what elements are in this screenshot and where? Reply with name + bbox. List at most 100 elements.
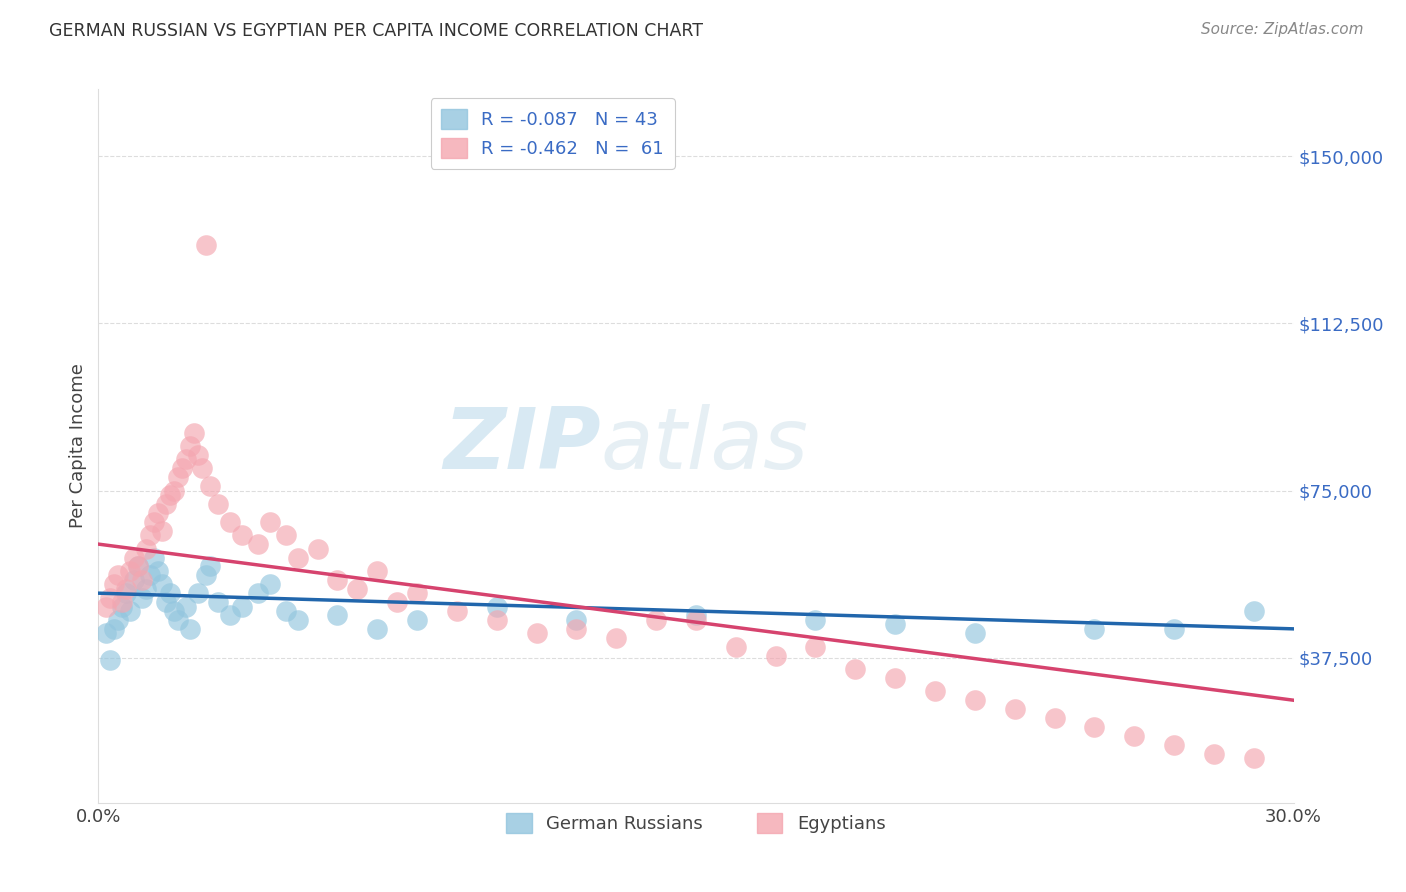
Point	[485, 613, 508, 627]
Point	[565, 613, 588, 627]
Point	[135, 582, 157, 596]
Point	[346, 582, 368, 596]
Point	[187, 586, 209, 600]
Point	[120, 604, 142, 618]
Point	[163, 483, 186, 498]
Point	[307, 541, 329, 556]
Point	[150, 524, 173, 538]
Point	[127, 559, 149, 574]
Text: atlas: atlas	[600, 404, 808, 488]
Point	[366, 564, 388, 578]
Point	[963, 693, 986, 707]
Point	[179, 622, 201, 636]
Point	[124, 550, 146, 565]
Text: Source: ZipAtlas.com: Source: ZipAtlas.com	[1201, 22, 1364, 37]
Point	[174, 452, 197, 467]
Point	[406, 586, 429, 600]
Point	[884, 671, 907, 685]
Point	[148, 506, 170, 520]
Point	[155, 497, 177, 511]
Point	[259, 515, 281, 529]
Point	[246, 586, 269, 600]
Point	[98, 653, 122, 667]
Point	[1083, 720, 1105, 734]
Point	[148, 564, 170, 578]
Legend: German Russians, Egyptians: German Russians, Egyptians	[499, 805, 893, 840]
Point	[96, 599, 118, 614]
Text: ZIP: ZIP	[443, 404, 600, 488]
Point	[963, 626, 986, 640]
Point	[1243, 751, 1265, 765]
Point	[187, 448, 209, 462]
Point	[884, 617, 907, 632]
Point	[366, 622, 388, 636]
Point	[804, 613, 827, 627]
Point	[207, 497, 229, 511]
Point	[191, 461, 214, 475]
Point	[120, 564, 142, 578]
Point	[131, 573, 153, 587]
Point	[124, 573, 146, 587]
Point	[645, 613, 668, 627]
Point	[219, 515, 242, 529]
Point	[231, 599, 253, 614]
Point	[107, 568, 129, 582]
Point	[605, 631, 627, 645]
Point	[167, 613, 190, 627]
Point	[139, 568, 162, 582]
Point	[111, 595, 134, 609]
Point	[1163, 622, 1185, 636]
Point	[143, 550, 166, 565]
Point	[924, 684, 946, 698]
Point	[287, 550, 309, 565]
Point	[246, 537, 269, 551]
Point	[1004, 702, 1026, 716]
Point	[231, 528, 253, 542]
Point	[103, 577, 125, 591]
Point	[107, 613, 129, 627]
Point	[385, 595, 409, 609]
Point	[159, 488, 181, 502]
Point	[198, 479, 221, 493]
Point	[155, 595, 177, 609]
Point	[115, 582, 138, 596]
Point	[287, 613, 309, 627]
Point	[1163, 738, 1185, 752]
Point	[1083, 622, 1105, 636]
Point	[485, 599, 508, 614]
Y-axis label: Per Capita Income: Per Capita Income	[69, 364, 87, 528]
Point	[195, 238, 218, 252]
Point	[274, 604, 297, 618]
Point	[179, 439, 201, 453]
Point	[150, 577, 173, 591]
Point	[195, 568, 218, 582]
Point	[167, 470, 190, 484]
Point	[198, 559, 221, 574]
Point	[111, 599, 134, 614]
Point	[804, 640, 827, 654]
Point	[207, 595, 229, 609]
Point	[685, 608, 707, 623]
Point	[159, 586, 181, 600]
Point	[127, 559, 149, 574]
Point	[565, 622, 588, 636]
Point	[406, 613, 429, 627]
Point	[163, 604, 186, 618]
Point	[446, 604, 468, 618]
Point	[1202, 747, 1225, 761]
Point	[103, 622, 125, 636]
Point	[135, 541, 157, 556]
Point	[143, 515, 166, 529]
Point	[183, 425, 205, 440]
Text: GERMAN RUSSIAN VS EGYPTIAN PER CAPITA INCOME CORRELATION CHART: GERMAN RUSSIAN VS EGYPTIAN PER CAPITA IN…	[49, 22, 703, 40]
Point	[1043, 711, 1066, 725]
Point	[115, 586, 138, 600]
Point	[219, 608, 242, 623]
Point	[326, 573, 349, 587]
Point	[765, 648, 787, 663]
Point	[172, 461, 194, 475]
Point	[724, 640, 747, 654]
Point	[96, 626, 118, 640]
Point	[131, 591, 153, 605]
Point	[98, 591, 122, 605]
